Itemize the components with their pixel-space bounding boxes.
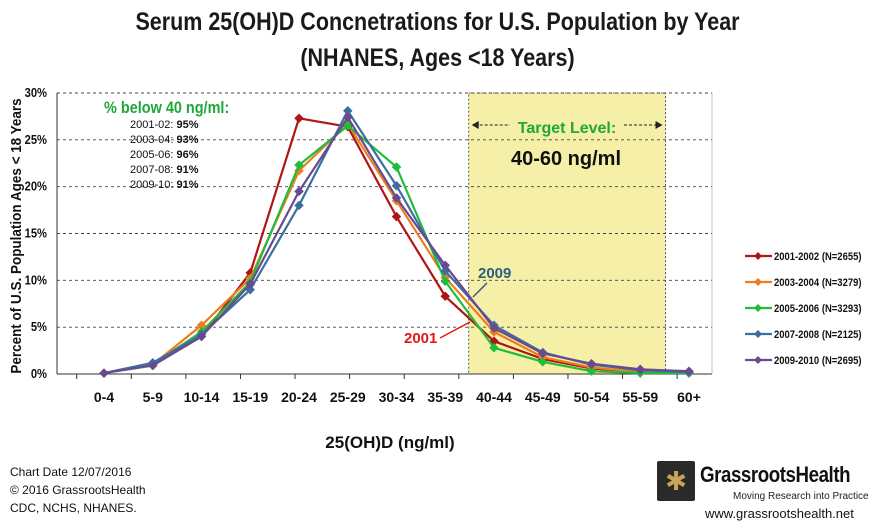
x-axis-title: 25(OH)D (ng/ml) <box>325 433 454 452</box>
row-year: 2003-04: <box>130 134 174 146</box>
y-tick-label: 10% <box>25 273 48 288</box>
chart-date: Chart Date 12/07/2016 <box>10 465 132 479</box>
x-tick-label: 5-9 <box>143 389 163 405</box>
x-tick-label: 55-59 <box>622 389 658 405</box>
row-value: 93% <box>176 134 199 146</box>
x-tick-label: 20-24 <box>281 389 317 405</box>
legend-marker <box>754 278 762 286</box>
chart-title: Serum 25(OH)D Concnetrations for U.S. Po… <box>135 8 740 36</box>
annotation-2009: 2009 <box>478 265 511 282</box>
percent-below-panel: % below 40 ng/ml: 2001-02: 95% 2003-04: … <box>104 98 251 193</box>
percent-below-row: 2003-04: 93% <box>130 133 251 148</box>
series-marker <box>440 260 451 271</box>
legend-label: 2001-2002 (N=2655) <box>774 251 862 263</box>
series-marker <box>489 342 499 353</box>
legend-marker <box>754 252 762 260</box>
row-year: 2009-10: <box>130 179 174 191</box>
legend-label: 2007-2008 (N=2125) <box>774 329 862 341</box>
series-marker <box>342 112 353 123</box>
series-marker <box>489 323 499 333</box>
row-year: 2001-02: <box>130 119 174 131</box>
brand-name: GrassrootsHealth <box>700 462 851 487</box>
y-tick-label: 15% <box>25 226 48 241</box>
row-value: 95% <box>176 119 199 131</box>
series-marker <box>391 180 402 191</box>
legend-label: 2003-2004 (N=3279) <box>774 277 862 289</box>
brand-url[interactable]: www.grassrootshealth.net <box>705 506 854 521</box>
series-marker <box>245 279 256 289</box>
series-marker <box>294 186 304 197</box>
x-tick-label: 10-14 <box>184 389 220 405</box>
y-tick-label: 20% <box>25 179 48 194</box>
series-marker <box>196 331 207 342</box>
percent-below-title: % below 40 ng/ml: <box>104 98 230 117</box>
series-marker <box>684 366 694 377</box>
chart-subtitle: (NHANES, Ages <18 Years) <box>300 44 575 72</box>
annotation-2001: 2001 <box>404 330 437 347</box>
series-marker <box>391 193 402 203</box>
row-year: 2007-08: <box>130 164 174 176</box>
arrowhead-left <box>471 121 479 129</box>
percent-below-row: 2005-06: 96% <box>130 148 251 163</box>
y-tick-label: 30% <box>25 85 48 100</box>
series-marker <box>537 348 548 359</box>
x-tick-label: 25-29 <box>330 389 366 405</box>
annotation-2001-pointer <box>439 321 471 339</box>
row-value: 96% <box>176 149 199 161</box>
x-tick-label: 50-54 <box>574 389 610 405</box>
series-marker <box>99 368 109 378</box>
arrowhead-right <box>655 121 663 129</box>
series-marker <box>635 364 646 375</box>
copyright: © 2016 GrassrootsHealth <box>10 483 146 497</box>
series-marker <box>586 366 597 377</box>
series-marker <box>147 360 158 371</box>
row-value: 91% <box>176 164 199 176</box>
percent-below-row: 2009-10: 91% <box>130 178 251 193</box>
y-tick-label: 25% <box>25 132 48 147</box>
legend-marker <box>754 304 762 312</box>
series-marker <box>586 358 597 369</box>
brand-tagline: Moving Research into Practice <box>733 491 869 502</box>
x-tick-label: 0-4 <box>94 389 114 405</box>
x-tick-label: 40-44 <box>476 389 512 405</box>
percent-below-row: 2007-08: 91% <box>130 163 251 178</box>
series-marker <box>294 113 304 124</box>
series-marker <box>391 162 402 172</box>
legend-marker <box>754 356 762 364</box>
row-value: 91% <box>176 179 199 191</box>
series-marker <box>440 276 451 287</box>
x-tick-label: 60+ <box>677 389 701 405</box>
series-marker <box>391 211 402 222</box>
y-axis-title: Percent of U.S. Population Ages < 18 Yea… <box>8 98 25 373</box>
legend-label: 2005-2006 (N=3293) <box>774 303 862 315</box>
source: CDC, NCHS, NHANES. <box>10 501 137 515</box>
series-marker <box>294 200 304 211</box>
y-tick-label: 5% <box>31 319 47 334</box>
x-tick-label: 30-34 <box>379 389 415 405</box>
x-tick-label: 45-49 <box>525 389 561 405</box>
y-tick-label: 0% <box>31 366 47 381</box>
series-marker <box>440 291 451 302</box>
series-marker <box>537 356 548 367</box>
annotation-2009-pointer <box>472 282 488 298</box>
series-marker <box>294 160 304 170</box>
target-label: Target Level: <box>518 120 616 137</box>
row-year: 2005-06: <box>130 149 174 161</box>
x-tick-label: 15-19 <box>232 389 268 405</box>
percent-below-row: 2001-02: 95% <box>130 118 251 133</box>
legend-label: 2009-2010 (N=2695) <box>774 355 862 367</box>
target-range-label: 40-60 ng/ml <box>511 148 621 170</box>
grassroots-logo-icon: ✱ <box>657 461 695 501</box>
legend-marker <box>754 330 762 338</box>
x-tick-label: 35-39 <box>427 389 463 405</box>
